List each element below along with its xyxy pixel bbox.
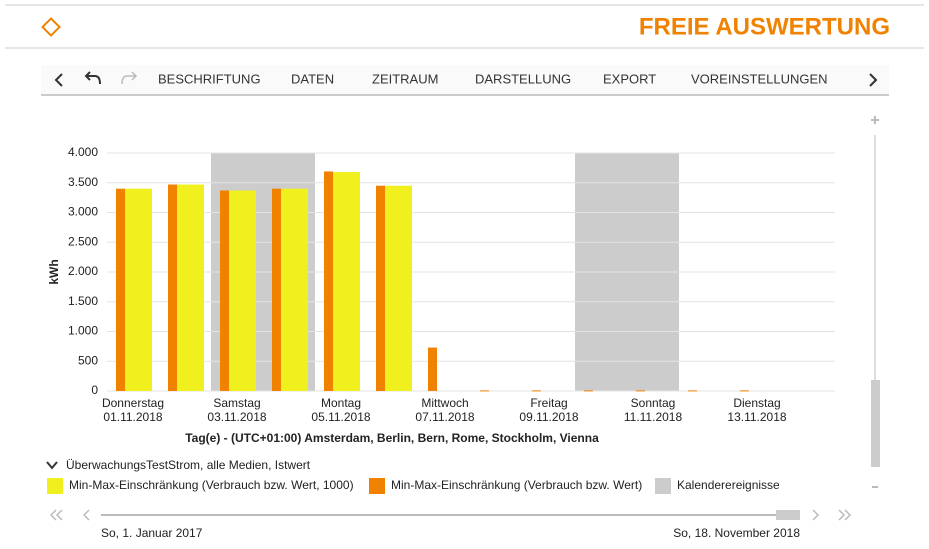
range-end: So, 18. November 2018 [673,526,800,540]
bar [480,390,489,392]
legend-swatch [369,478,385,494]
x-tick-label: 01.11.2018 [103,410,162,424]
legend-label[interactable]: Min-Max-Einschränkung (Verbrauch bzw. We… [69,478,354,492]
x-tick-weekday: Mittwoch [421,396,468,410]
x-tick-weekday: Freitag [530,396,567,410]
x-tick-weekday: Dienstag [733,396,780,410]
page-title: FREIE AUSWERTUNG [639,13,890,40]
undo[interactable] [84,71,101,85]
y-tick-label: 3.000 [68,205,98,219]
logo-icon[interactable] [41,17,61,37]
collapse-icon[interactable] [46,461,58,470]
y-tick-label: 4.000 [68,145,98,159]
x-tick-weekday: Donnerstag [102,396,164,410]
range-start: So, 1. Januar 2017 [101,526,203,540]
x-tick-label: 13.11.2018 [727,410,786,424]
y-tick-label: 0 [91,383,98,397]
x-axis-label: Tag(e) - (UTC+01:00) Amsterdam, Berlin, … [185,431,599,445]
scroll-thumb[interactable] [871,380,880,467]
bar [116,188,125,391]
x-tick-label: 07.11.2018 [415,410,474,424]
x-tick-label: 05.11.2018 [311,410,370,424]
legend-swatch [655,478,671,494]
legend-group: ÜberwachungsTestStrom, alle Medien, Istw… [66,458,311,472]
bar [220,190,229,391]
redo [121,71,138,85]
bar [168,184,177,391]
toolbar-next[interactable] [869,73,878,87]
bar [584,390,593,392]
last [838,509,852,521]
legend-label[interactable]: Kalenderereignisse [677,478,780,492]
y-tick-label: 2.500 [68,234,98,248]
bar [636,390,645,392]
y-tick-label: 1.000 [68,324,98,338]
first [49,509,63,521]
bar [333,172,360,391]
toolbar-item[interactable]: DATEN [291,71,334,86]
toolbar-item[interactable]: BESCHRIFTUNG [158,71,261,86]
toolbar-item[interactable]: ZEITRAUM [372,71,438,86]
x-tick-label: 11.11.2018 [624,410,683,424]
bar [532,390,541,392]
x-tick-label: 03.11.2018 [207,410,266,424]
next [812,509,820,521]
bar [229,190,256,391]
toolbar [41,65,889,95]
bar [272,188,281,391]
bar [740,390,749,392]
chart: 0 500 1.000 1.500 2.000 2.500 3.000 3.500 4.000 D… [47,145,835,445]
bar [688,390,697,392]
x-tick-weekday: Montag [321,396,361,410]
bar [324,171,333,391]
y-tick-label: 2.000 [68,264,98,278]
x-tick-weekday: Sonntag [631,396,676,410]
bar [125,188,152,391]
y-tick-label: 500 [78,353,98,367]
y-tick-label: 3.500 [68,175,98,189]
zoom-in[interactable] [871,116,879,124]
toolbar-item[interactable]: EXPORT [603,71,656,86]
toolbar-prev[interactable] [54,73,63,87]
x-tick-label: 09.11.2018 [519,410,578,424]
x-tick-weekday: Samstag [213,396,260,410]
legend-swatch [47,478,63,494]
bar [177,184,204,391]
range-thumb[interactable] [776,510,800,520]
legend-label[interactable]: Min-Max-Einschränkung (Verbrauch bzw. We… [391,478,642,492]
prev [82,509,90,521]
toolbar-item[interactable]: VOREINSTELLUNGEN [691,71,828,86]
legend: Min-Max-Einschränkung (Verbrauch bzw. We… [47,478,780,494]
bar [428,347,437,391]
bar [385,185,412,391]
bar [281,188,308,391]
y-tick-label: 1.500 [68,294,98,308]
bar [376,185,385,391]
toolbar-item[interactable]: DARSTELLUNG [475,71,571,86]
y-axis-label: kWh [47,259,61,284]
